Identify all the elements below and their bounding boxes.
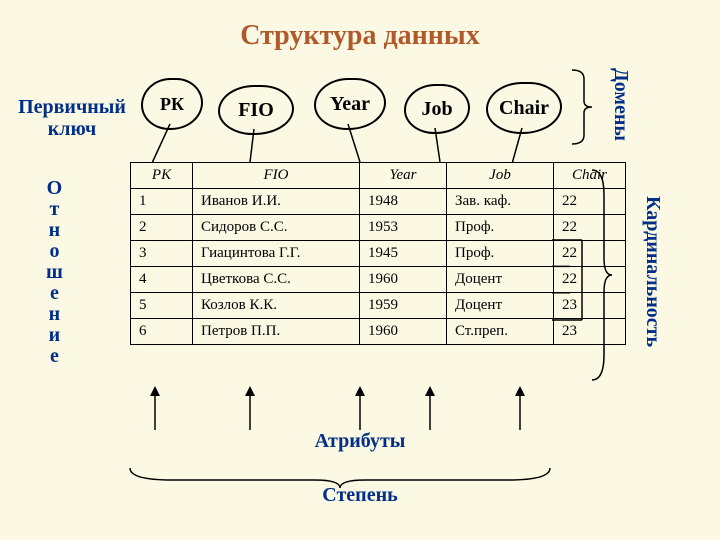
domain-cloud-0: РК <box>141 78 203 130</box>
domain-cloud-4: Chair <box>486 82 562 134</box>
table-cell: 4 <box>131 267 193 293</box>
table-cell: 23 <box>554 319 626 345</box>
table-cell: Доцент <box>447 267 554 293</box>
table-cell: 1953 <box>360 215 447 241</box>
table-col-header: Job <box>447 163 554 189</box>
table-cell: Проф. <box>447 241 554 267</box>
label-degree: Степень <box>290 484 430 506</box>
label-attributes: Атрибуты <box>290 430 430 452</box>
table-cell: Петров П.П. <box>193 319 360 345</box>
table-cell: 1960 <box>360 267 447 293</box>
table-cell: 2 <box>131 215 193 241</box>
table-row: 1Иванов И.И.1948Зав. каф.22 <box>131 189 626 215</box>
table-cell: Сидоров С.С. <box>193 215 360 241</box>
table-cell: 3 <box>131 241 193 267</box>
table-cell: Иванов И.И. <box>193 189 360 215</box>
table-cell: Зав. каф. <box>447 189 554 215</box>
label-domains: Домены <box>610 68 632 141</box>
table-cell: Гиацинтова Г.Г. <box>193 241 360 267</box>
domain-cloud-label: Job <box>421 98 452 121</box>
table-row: 3Гиацинтова Г.Г.1945Проф.22 <box>131 241 626 267</box>
relation-table: PKFIOYearJobChair 1Иванов И.И.1948Зав. к… <box>130 162 626 345</box>
table-cell: Проф. <box>447 215 554 241</box>
table-col-header: PK <box>131 163 193 189</box>
label-relation: Отношение <box>46 178 63 367</box>
table-cell: 22 <box>554 241 626 267</box>
table-cell: Ст.преп. <box>447 319 554 345</box>
domain-cloud-2: Year <box>314 78 386 130</box>
table-cell: 1945 <box>360 241 447 267</box>
table-header-row: PKFIOYearJobChair <box>131 163 626 189</box>
table-cell: 1 <box>131 189 193 215</box>
table-cell: 23 <box>554 293 626 319</box>
table-row: 2Сидоров С.С.1953Проф.22 <box>131 215 626 241</box>
table-cell: Козлов К.К. <box>193 293 360 319</box>
table-cell: 22 <box>554 189 626 215</box>
table-col-header: Year <box>360 163 447 189</box>
domain-cloud-label: РК <box>160 94 184 115</box>
page-title: Структура данных <box>0 20 720 52</box>
table-body: 1Иванов И.И.1948Зав. каф.222Сидоров С.С.… <box>131 189 626 345</box>
table-cell: 22 <box>554 267 626 293</box>
table-cell: 1948 <box>360 189 447 215</box>
table-cell: 6 <box>131 319 193 345</box>
table-col-header: FIO <box>193 163 360 189</box>
domain-cloud-label: FIO <box>238 99 274 122</box>
table-cell: Цветкова С.С. <box>193 267 360 293</box>
label-cardinality: Кардинальность <box>642 196 664 347</box>
table-row: 4Цветкова С.С.1960Доцент22 <box>131 267 626 293</box>
domain-cloud-label: Chair <box>499 97 549 120</box>
domain-cloud-1: FIO <box>218 85 294 135</box>
table-row: 5Козлов К.К.1959Доцент23 <box>131 293 626 319</box>
table-row: 6Петров П.П.1960Ст.преп.23 <box>131 319 626 345</box>
table-cell: 5 <box>131 293 193 319</box>
domain-cloud-label: Year <box>330 93 370 116</box>
domain-cloud-3: Job <box>404 84 470 134</box>
table-cell: 1960 <box>360 319 447 345</box>
table-col-header: Chair <box>554 163 626 189</box>
table-cell: Доцент <box>447 293 554 319</box>
table-cell: 1959 <box>360 293 447 319</box>
label-primary-key: Первичныйключ <box>12 96 132 140</box>
table-cell: 22 <box>554 215 626 241</box>
